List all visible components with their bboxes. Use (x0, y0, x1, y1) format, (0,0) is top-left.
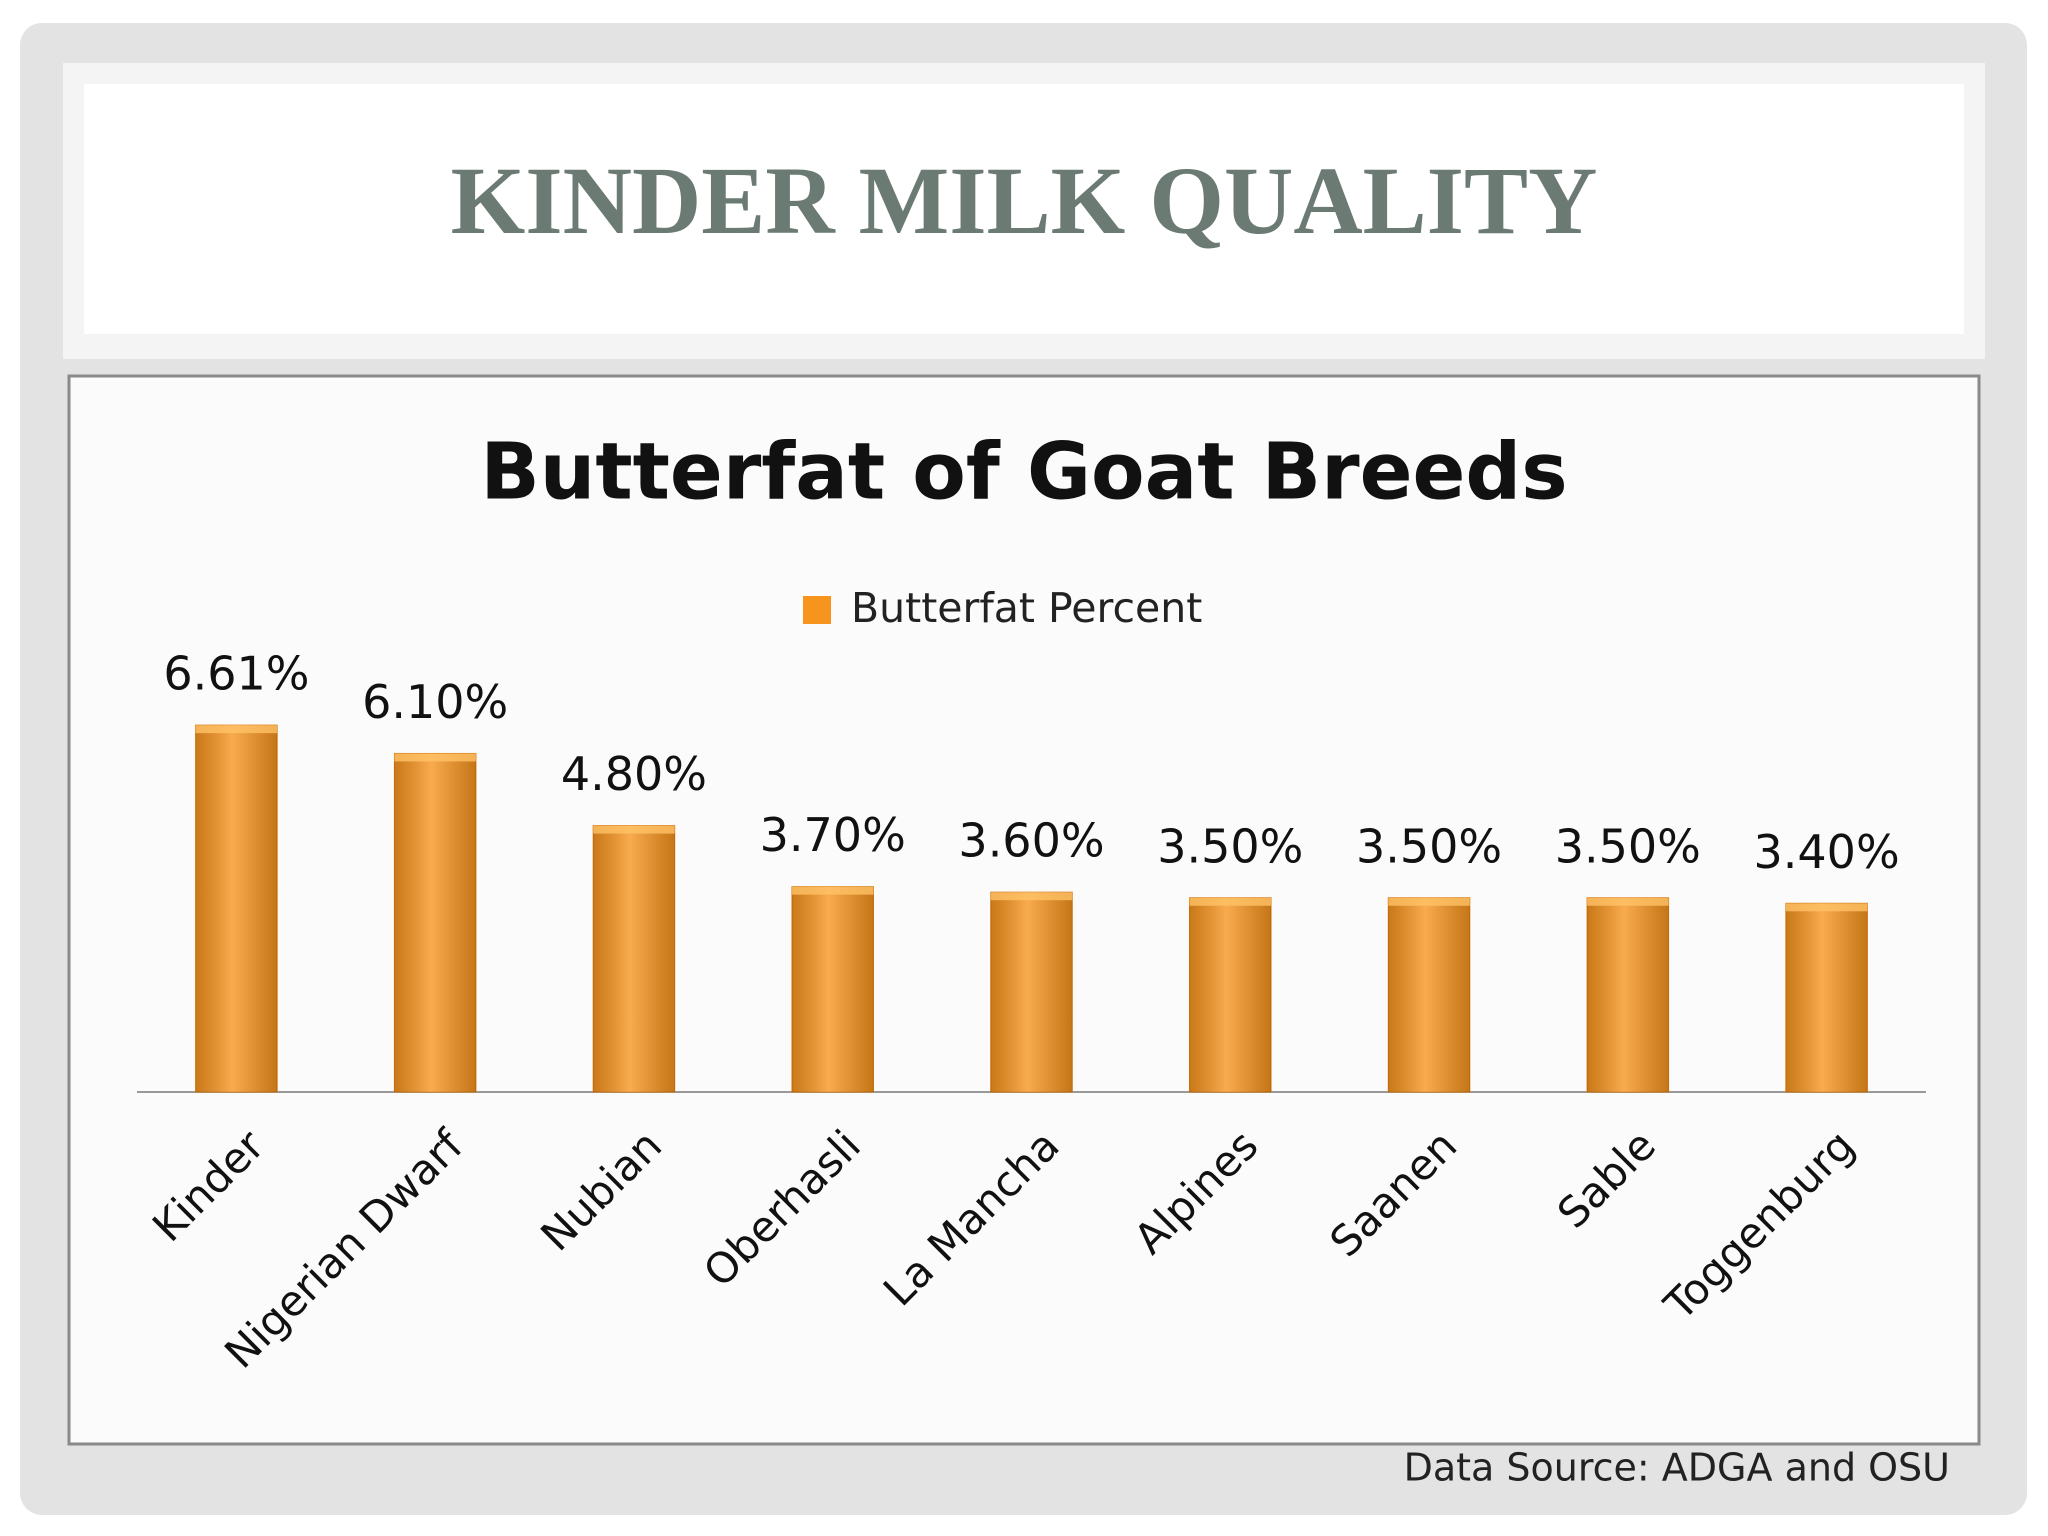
bar-shade (1587, 897, 1669, 1092)
chart-title: Butterfat of Goat Breeds (480, 427, 1567, 517)
bar-cap (394, 753, 476, 762)
legend-label: Butterfat Percent (851, 584, 1202, 632)
bar-cap (990, 892, 1073, 901)
bar-cap (1587, 897, 1669, 906)
value-label: 3.60% (958, 814, 1104, 868)
value-label: 3.50% (1157, 819, 1303, 873)
bar-cap (195, 725, 278, 734)
source-note: Data Source: ADGA and OSU (1404, 1446, 1950, 1490)
value-label: 3.50% (1356, 819, 1502, 873)
value-label: 3.40% (1754, 825, 1900, 879)
bar-shade (1785, 903, 1868, 1092)
bar-cap (1189, 897, 1272, 906)
bar-shade (791, 886, 874, 1092)
bar-cap (593, 825, 675, 834)
value-label: 3.70% (760, 808, 906, 862)
bar-shade (990, 892, 1073, 1092)
bar-cap (1785, 903, 1868, 912)
bar-shade (1189, 897, 1272, 1092)
bar-shade (593, 825, 675, 1092)
value-label: 4.80% (561, 747, 707, 801)
legend-swatch (803, 596, 831, 624)
bar-shade (195, 725, 278, 1092)
title-box-inner (84, 84, 1964, 334)
value-label: 3.50% (1555, 819, 1701, 873)
value-label: 6.61% (163, 647, 309, 701)
bar-shade (394, 753, 476, 1092)
slide-title: KINDER MILK QUALITY (451, 147, 1598, 254)
bar-cap (1388, 897, 1470, 906)
bar-shade (1388, 897, 1470, 1092)
value-label: 6.10% (362, 675, 508, 729)
bar-cap (791, 886, 874, 895)
